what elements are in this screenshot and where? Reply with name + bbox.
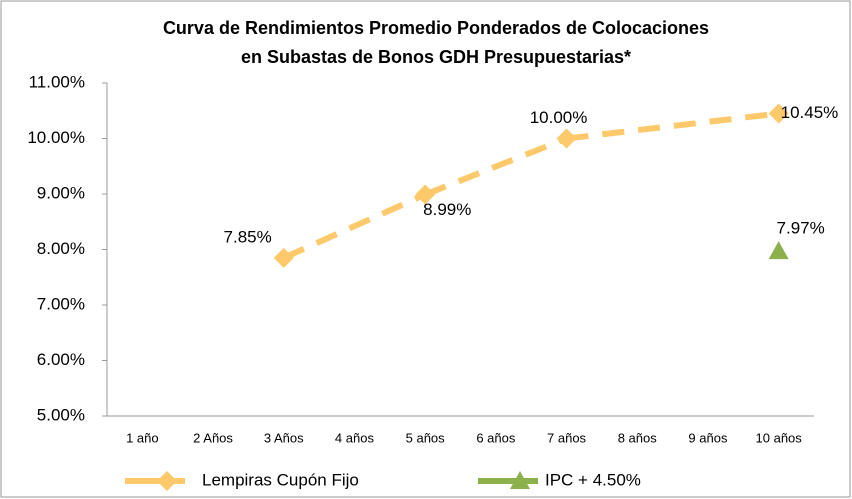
y-tick-label: 8.00% — [37, 239, 85, 258]
y-tick-label: 6.00% — [37, 350, 85, 369]
x-tick-label: 5 años — [406, 430, 446, 445]
y-tick-label: 10.00% — [27, 128, 85, 147]
data-label: 10.45% — [781, 103, 839, 122]
x-tick-label: 8 años — [618, 430, 658, 445]
data-label: 7.97% — [777, 219, 825, 238]
x-tick-label: 2 Años — [193, 430, 233, 445]
y-tick-label: 11.00% — [29, 72, 85, 91]
point-marker — [768, 241, 789, 260]
legend-marker — [510, 471, 530, 489]
data-label: 7.85% — [224, 227, 272, 246]
legend-marker — [157, 471, 177, 491]
y-tick-label: 9.00% — [37, 183, 85, 202]
x-tick-label: 6 años — [476, 430, 516, 445]
x-tick-label: 3 Años — [264, 430, 304, 445]
data-label: 10.00% — [530, 108, 588, 127]
series-line — [424, 135, 568, 198]
x-tick-label: 4 años — [335, 430, 375, 445]
point-marker — [415, 184, 436, 205]
chart-title: Curva de Rendimientos Promedio Ponderado… — [163, 18, 709, 38]
data-label: 8.99% — [423, 200, 471, 219]
series-line — [282, 191, 427, 261]
point-marker — [556, 128, 577, 149]
point-marker — [273, 247, 294, 268]
x-tick-label: 7 años — [547, 430, 587, 445]
y-tick-label: 5.00% — [37, 405, 85, 424]
legend-label: IPC + 4.50% — [545, 470, 641, 489]
x-tick-label: 1 año — [126, 430, 159, 445]
x-tick-label: 9 años — [688, 430, 728, 445]
legend-label: Lempiras Cupón Fijo — [202, 470, 359, 489]
point-marker — [768, 103, 789, 124]
y-tick-label: 7.00% — [37, 294, 85, 313]
chart-title: en Subastas de Bonos GDH Presupuestarias… — [241, 47, 631, 67]
x-tick-label: 10 años — [756, 430, 803, 445]
